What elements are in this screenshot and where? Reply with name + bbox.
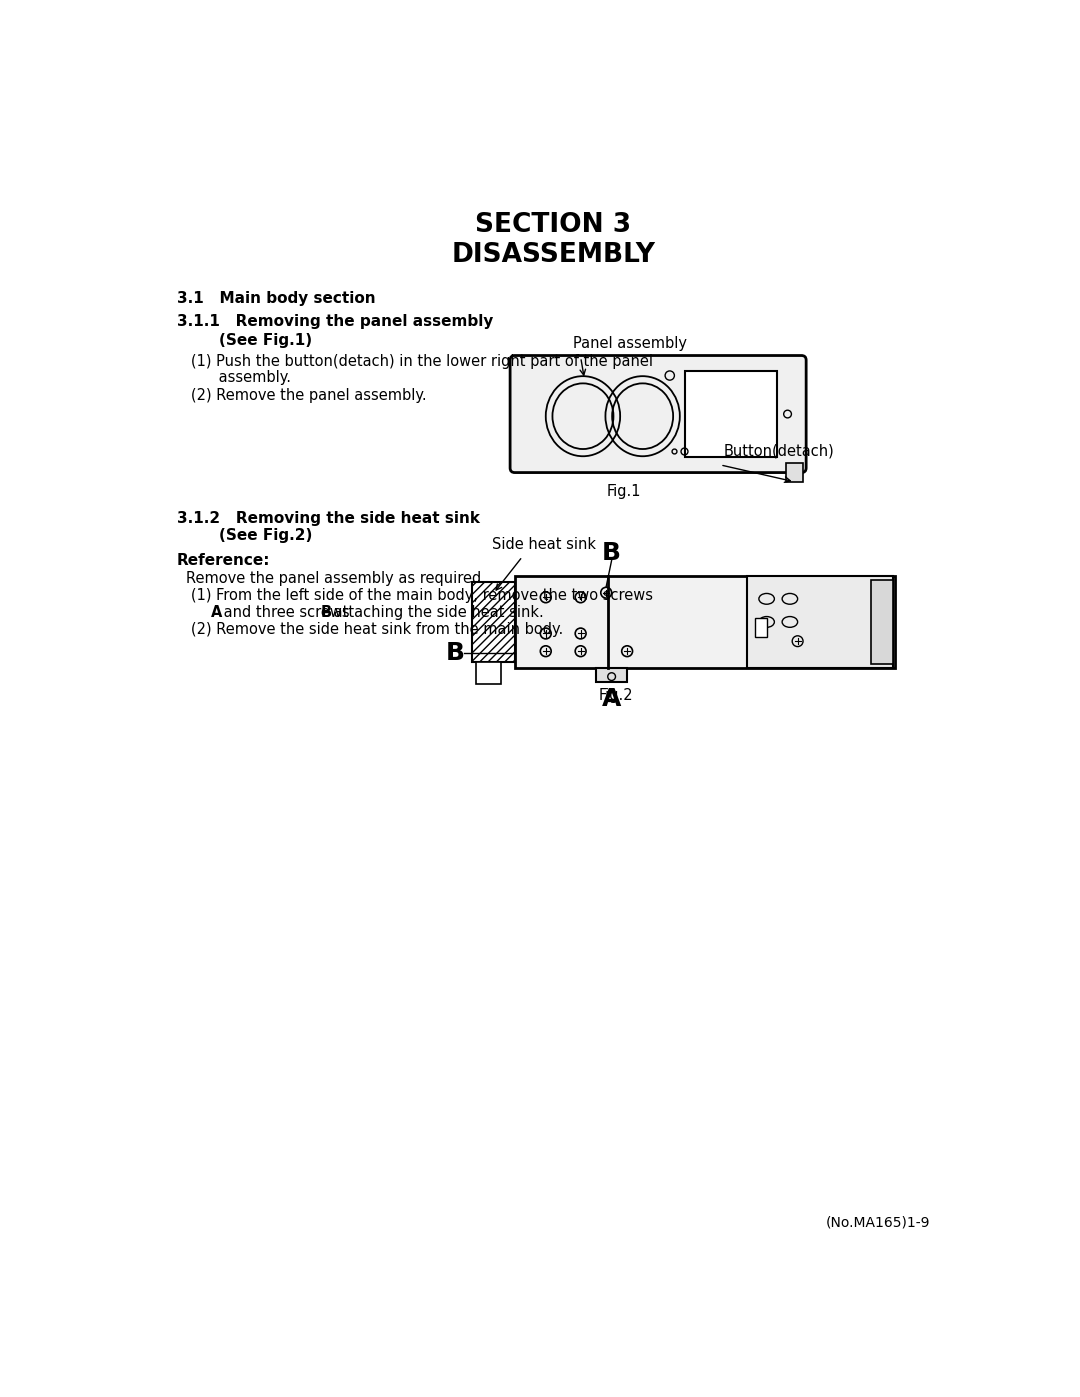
Text: and three screws: and three screws (219, 605, 354, 620)
Text: Fig.2: Fig.2 (598, 689, 633, 703)
Text: (See Fig.2): (See Fig.2) (177, 528, 312, 543)
Text: B: B (321, 605, 332, 620)
Text: (See Fig.1): (See Fig.1) (177, 334, 312, 348)
Bar (685, 372, 777, 457)
Text: A: A (211, 605, 222, 620)
Bar (755, 617, 768, 637)
Text: (2) Remove the panel assembly.: (2) Remove the panel assembly. (177, 388, 427, 404)
FancyBboxPatch shape (510, 355, 806, 472)
Text: SECTION 3: SECTION 3 (475, 212, 632, 239)
Text: A: A (602, 687, 621, 711)
Text: (1) Push the button(detach) in the lower right part of the panel: (1) Push the button(detach) in the lower… (177, 355, 652, 369)
Bar (472, 583, 515, 662)
Text: B: B (603, 541, 621, 564)
Text: 3.1   Main body section: 3.1 Main body section (177, 291, 376, 306)
Bar (515, 576, 894, 668)
Text: attaching the side heat sink.: attaching the side heat sink. (328, 605, 543, 620)
Text: (1) From the left side of the main body, remove the two screws: (1) From the left side of the main body,… (177, 588, 652, 604)
Text: Reference:: Reference: (177, 553, 270, 567)
Bar (596, 668, 627, 682)
Text: assembly.: assembly. (177, 370, 291, 384)
Bar (476, 662, 501, 683)
Text: 3.1.2   Removing the side heat sink: 3.1.2 Removing the side heat sink (177, 511, 480, 527)
Text: Button(detach): Button(detach) (724, 443, 835, 458)
Text: (No.MA165)1-9: (No.MA165)1-9 (825, 1215, 930, 1229)
Text: (2) Remove the side heat sink from the main body.: (2) Remove the side heat sink from the m… (177, 622, 563, 637)
Text: Remove the panel assembly as required.: Remove the panel assembly as required. (186, 571, 486, 587)
Text: Fig.1: Fig.1 (606, 483, 640, 499)
Text: B: B (446, 641, 464, 665)
Bar (872, 580, 893, 665)
Bar (747, 576, 893, 668)
Text: Panel assembly: Panel assembly (572, 335, 687, 351)
Text: DISASSEMBLY: DISASSEMBLY (451, 242, 656, 268)
Text: Side heat sink: Side heat sink (491, 538, 595, 552)
Text: 3.1.1   Removing the panel assembly: 3.1.1 Removing the panel assembly (177, 314, 494, 330)
Bar (786, 462, 804, 482)
